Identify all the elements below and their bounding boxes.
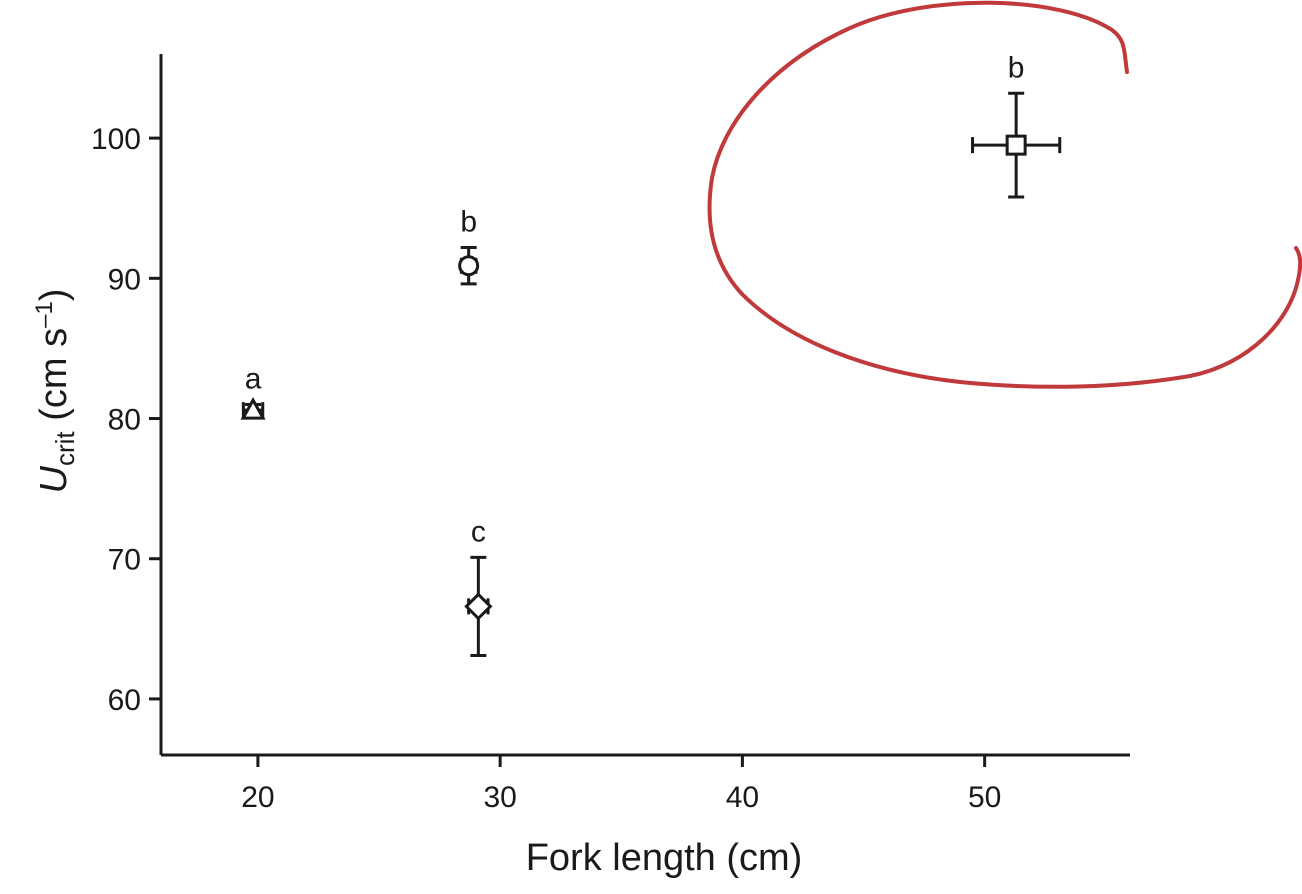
triangle-marker	[240, 397, 266, 420]
x-tick-label: 30	[483, 781, 516, 814]
data-point-square: b	[971, 51, 1062, 199]
square-marker	[1005, 134, 1027, 156]
y-axis-unit: (cm s	[33, 328, 75, 431]
y-axis-superscript: –1	[31, 301, 58, 328]
x-axis-title: Fork length (cm)	[526, 837, 803, 879]
x-ticks: 20 30 40 50	[241, 755, 1001, 814]
significance-letter: c	[471, 515, 486, 548]
y-tick-label: 100	[91, 123, 141, 156]
significance-letter: a	[245, 363, 262, 396]
x-tick-label: 40	[726, 781, 759, 814]
y-tick-label: 90	[108, 263, 141, 296]
y-tick-label: 60	[108, 684, 141, 717]
circle-marker	[458, 255, 480, 277]
y-ticks: 60 70 80 90 100	[91, 123, 161, 717]
x-tick-label: 20	[241, 781, 274, 814]
data-point-triangle: a	[240, 363, 266, 420]
y-axis-subscript: crit	[50, 431, 80, 466]
hand-drawn-circle-annotation	[707, 0, 1302, 389]
y-axis-unit-close: )	[33, 289, 75, 302]
data-points: a b c b	[240, 51, 1062, 657]
diamond-marker	[464, 592, 493, 621]
x-tick-label: 50	[968, 781, 1001, 814]
y-axis-symbol: U	[33, 465, 75, 493]
y-tick-label: 80	[108, 404, 141, 437]
data-point-circle: b	[458, 205, 480, 286]
significance-letter: b	[1008, 51, 1025, 84]
y-tick-label: 70	[108, 544, 141, 577]
y-axis-title: Ucrit (cm s–1)	[31, 289, 80, 494]
axes	[159, 54, 1130, 757]
data-point-diamond: c	[464, 515, 493, 657]
significance-letter: b	[460, 205, 477, 238]
